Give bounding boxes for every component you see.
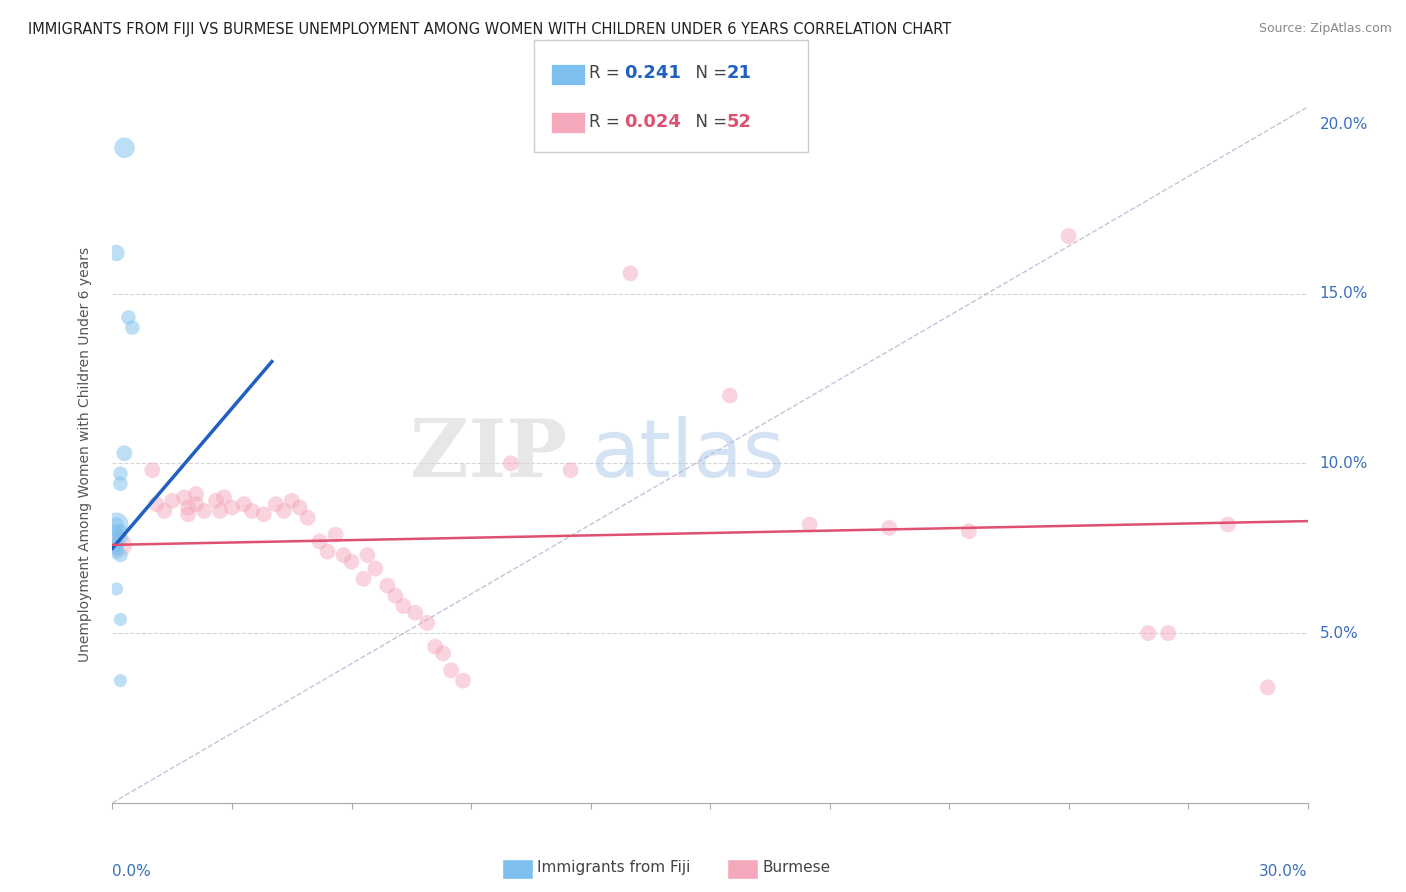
Point xyxy=(145,497,167,511)
Point xyxy=(110,531,132,545)
Point xyxy=(364,561,387,575)
Point xyxy=(264,497,287,511)
Point xyxy=(1216,517,1239,532)
Point xyxy=(212,491,235,505)
Point xyxy=(253,508,276,522)
Text: atlas: atlas xyxy=(591,416,785,494)
Point xyxy=(177,500,200,515)
Point xyxy=(114,141,135,155)
Text: 15.0%: 15.0% xyxy=(1319,286,1368,301)
Point xyxy=(288,500,311,515)
Text: 10.0%: 10.0% xyxy=(1319,456,1368,471)
Point xyxy=(281,493,304,508)
Point xyxy=(451,673,474,688)
Point xyxy=(233,497,256,511)
Point xyxy=(114,446,135,460)
Point xyxy=(377,578,399,592)
Point xyxy=(308,534,330,549)
Point xyxy=(193,504,215,518)
Point xyxy=(186,497,208,511)
Point xyxy=(316,544,339,558)
Point xyxy=(416,615,439,630)
Point xyxy=(718,388,741,402)
Point xyxy=(110,524,132,539)
Point xyxy=(205,493,228,508)
Point xyxy=(560,463,582,477)
Point xyxy=(141,463,163,477)
Point xyxy=(404,606,426,620)
Point xyxy=(425,640,447,654)
Point xyxy=(153,504,176,518)
Point xyxy=(121,320,143,334)
Point xyxy=(105,517,128,532)
Text: R =: R = xyxy=(589,112,626,130)
Point xyxy=(297,510,319,524)
Point xyxy=(173,491,195,505)
Point xyxy=(1137,626,1160,640)
Point xyxy=(162,493,183,508)
Point xyxy=(1157,626,1180,640)
Text: 21: 21 xyxy=(727,64,752,82)
Text: 30.0%: 30.0% xyxy=(1260,863,1308,879)
Point xyxy=(105,544,128,558)
Point xyxy=(432,647,454,661)
Text: 0.0%: 0.0% xyxy=(112,863,152,879)
Point xyxy=(177,508,200,522)
Point xyxy=(221,500,243,515)
Text: Burmese: Burmese xyxy=(762,860,830,874)
Point xyxy=(110,613,132,627)
Point xyxy=(105,246,128,260)
Point xyxy=(325,527,347,541)
Point xyxy=(957,524,980,539)
Point xyxy=(240,504,263,518)
Point xyxy=(273,504,295,518)
Point xyxy=(352,572,374,586)
Point xyxy=(1057,229,1080,244)
Point xyxy=(799,517,821,532)
Point xyxy=(105,582,128,596)
Point xyxy=(384,589,406,603)
Point xyxy=(110,673,132,688)
Text: Source: ZipAtlas.com: Source: ZipAtlas.com xyxy=(1258,22,1392,36)
Text: N =: N = xyxy=(685,112,733,130)
Point xyxy=(105,517,128,532)
Point xyxy=(392,599,415,613)
Point xyxy=(110,476,132,491)
Text: 0.241: 0.241 xyxy=(624,64,681,82)
Text: Immigrants from Fiji: Immigrants from Fiji xyxy=(537,860,690,874)
Text: IMMIGRANTS FROM FIJI VS BURMESE UNEMPLOYMENT AMONG WOMEN WITH CHILDREN UNDER 6 Y: IMMIGRANTS FROM FIJI VS BURMESE UNEMPLOY… xyxy=(28,22,952,37)
Point xyxy=(105,524,128,539)
Text: N =: N = xyxy=(685,64,733,82)
Point xyxy=(332,548,354,562)
Point xyxy=(105,531,128,545)
Point xyxy=(877,521,900,535)
Point xyxy=(105,538,128,552)
Point xyxy=(208,504,231,518)
Point xyxy=(117,310,139,325)
Point xyxy=(110,538,132,552)
Text: ZIP: ZIP xyxy=(409,416,567,494)
Text: 0.024: 0.024 xyxy=(624,112,681,130)
Text: R =: R = xyxy=(589,64,626,82)
Point xyxy=(186,487,208,501)
Text: 5.0%: 5.0% xyxy=(1319,625,1358,640)
Point xyxy=(110,467,132,481)
Point xyxy=(105,541,128,556)
Point xyxy=(1257,681,1279,695)
Text: 20.0%: 20.0% xyxy=(1319,117,1368,131)
Text: 52: 52 xyxy=(727,112,752,130)
Point xyxy=(440,664,463,678)
Point xyxy=(340,555,363,569)
Point xyxy=(619,266,641,280)
Point xyxy=(105,538,128,552)
Point xyxy=(110,548,132,562)
Y-axis label: Unemployment Among Women with Children Under 6 years: Unemployment Among Women with Children U… xyxy=(77,247,91,663)
Point xyxy=(356,548,378,562)
Point xyxy=(499,457,522,471)
